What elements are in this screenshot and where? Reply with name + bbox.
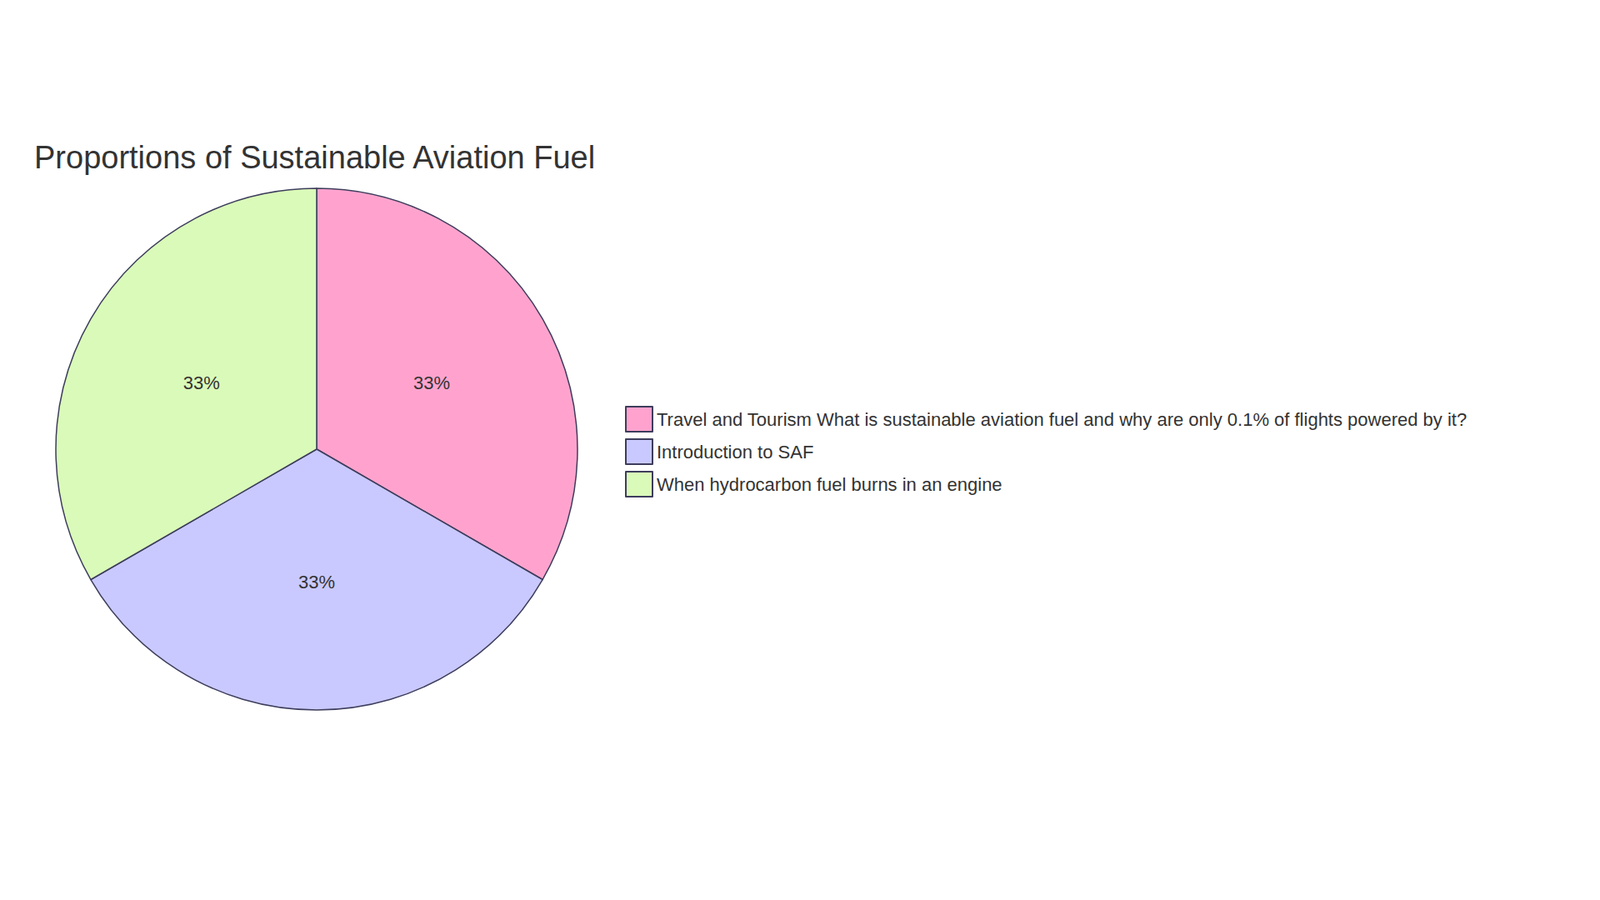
svg-text:33%: 33%	[183, 372, 220, 394]
svg-text:33%: 33%	[413, 372, 450, 394]
svg-text:Proportions of Sustainable Avi: Proportions of Sustainable Aviation Fuel	[34, 140, 595, 175]
svg-text:33%: 33%	[298, 571, 335, 593]
svg-text:When hydrocarbon fuel burns in: When hydrocarbon fuel burns in an engine	[656, 474, 1003, 495]
svg-text:Travel and Tourism What is sus: Travel and Tourism What is sustainable a…	[656, 409, 1467, 430]
svg-text:Introduction to SAF: Introduction to SAF	[656, 441, 814, 463]
